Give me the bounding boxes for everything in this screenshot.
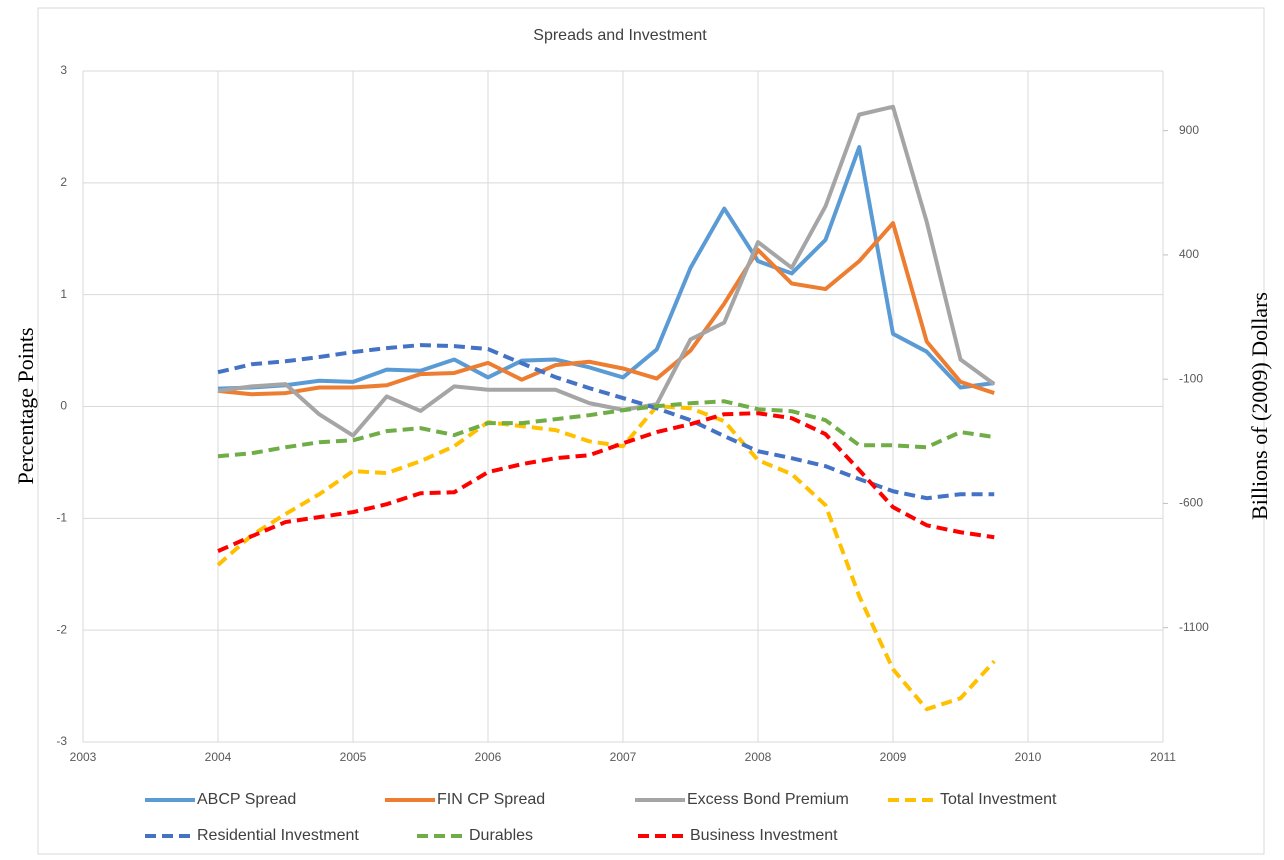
y2-tick-label: 900 (1179, 123, 1199, 137)
y-tick-label: 0 (60, 399, 67, 413)
series-line (217, 145, 995, 391)
y-tick-label: -3 (56, 734, 67, 748)
series-line (217, 411, 995, 553)
y-tick-label: 3 (60, 63, 67, 77)
x-tick-label: 2003 (70, 750, 97, 764)
y-axis-title: Percentage Points (13, 327, 38, 484)
y-tick-label: -2 (56, 622, 67, 636)
legend-label: FIN CP Spread (437, 791, 545, 808)
chart-frame (37, 7, 1265, 855)
x-tick-label: 2010 (1015, 750, 1042, 764)
y2-tick-label: -1100 (1179, 620, 1209, 634)
x-tick-label: 2006 (475, 750, 502, 764)
y2-tick-label: 400 (1179, 247, 1199, 261)
y2-tick-label: -600 (1179, 496, 1203, 510)
y2-tick-label: -100 (1179, 371, 1203, 385)
series-line (217, 104, 996, 438)
legend-label: Excess Bond Premium (687, 791, 849, 808)
legend-label: Business Investment (690, 827, 838, 844)
series-line (217, 343, 995, 501)
x-tick-label: 2008 (745, 750, 772, 764)
legend-label: ABCP Spread (197, 791, 296, 808)
y-tick-label: -1 (56, 511, 67, 525)
x-tick-label: 2007 (610, 750, 637, 764)
series-line (217, 221, 995, 397)
series-line (217, 399, 995, 459)
x-tick-label: 2009 (880, 750, 907, 764)
legend-label: Residential Investment (197, 827, 359, 844)
x-tick-label: 2005 (340, 750, 367, 764)
legend-label: Total Investment (940, 791, 1057, 808)
y-tick-label: 1 (60, 287, 67, 301)
series-line (216, 404, 996, 712)
chart-title: Spreads and Investment (533, 27, 707, 44)
x-tick-label: 2004 (205, 750, 232, 764)
legend-label: Durables (469, 827, 533, 844)
x-tick-label: 2011 (1150, 750, 1176, 764)
y-tick-label: 2 (60, 175, 67, 189)
y2-axis-title: Billions of (2009) Dollars (1247, 292, 1272, 520)
